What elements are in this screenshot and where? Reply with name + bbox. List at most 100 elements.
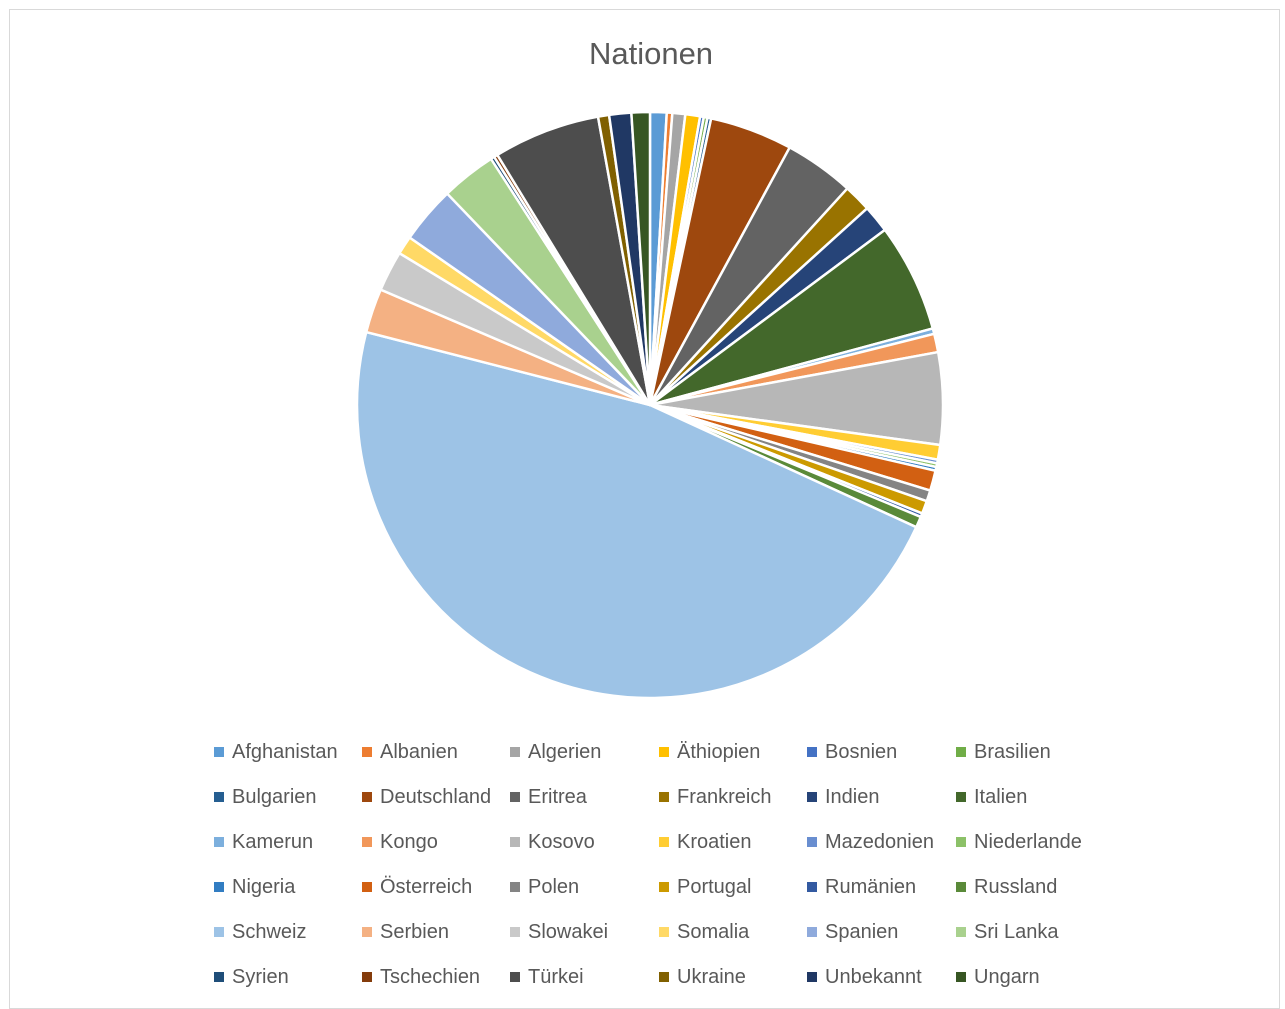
legend-label: Schweiz [232,920,307,943]
legend-swatch [659,882,669,892]
legend-item: Brasilien [956,732,1051,772]
legend-item: Afghanistan [214,732,338,772]
legend-label: Spanien [825,920,899,943]
legend-row: Syrien Tschechien Türkei Ukraine Unbekannt Un… [214,957,1114,1002]
legend-swatch [956,972,966,982]
legend-label: Türkei [528,965,584,988]
legend-item: Indien [807,777,880,817]
legend-label: Frankreich [677,785,772,808]
legend-swatch [956,792,966,802]
legend-swatch [659,747,669,757]
legend-swatch [510,792,520,802]
legend-label: Niederlande [974,830,1082,853]
legend-item: Kongo [362,822,438,862]
pie-slice-schweiz [355,330,918,700]
legend-swatch [362,972,372,982]
legend-label: Afghanistan [232,740,338,763]
legend-swatch [510,972,520,982]
legend-item: Österreich [362,867,472,907]
legend-swatch [362,837,372,847]
legend-label: Äthiopien [677,740,761,763]
legend-item: Portugal [659,867,752,907]
legend-label: Russland [974,875,1058,898]
legend-item: Eritrea [510,777,587,817]
legend-item: Spanien [807,912,898,952]
legend-label: Serbien [380,920,449,943]
legend-swatch [510,837,520,847]
legend-label: Rumänien [825,875,917,898]
legend-swatch [214,747,224,757]
legend-label: Bosnien [825,740,898,763]
chart-title: Nationen [588,36,714,71]
legend-swatch [510,927,520,937]
legend-label: Brasilien [974,740,1051,763]
legend-swatch [362,882,372,892]
legend-swatch [214,882,224,892]
legend-item: Mazedonien [807,822,934,862]
legend-swatch [214,927,224,937]
legend-item: Algerien [510,732,601,772]
legend-row: Schweiz Serbien Slowakei Somalia Spanien Sri … [214,912,1114,957]
legend-swatch [807,747,817,757]
legend-item: Italien [956,777,1027,817]
legend-swatch [956,747,966,757]
legend-label: Slowakei [528,920,609,943]
legend-label: Eritrea [528,785,587,808]
legend-swatch [214,837,224,847]
legend-item: Serbien [362,912,449,952]
legend-item: Ukraine [659,957,746,997]
legend-item: Russland [956,867,1057,907]
legend-item: Tschechien [362,957,480,997]
legend-item: Unbekannt [807,957,922,997]
legend-item: Niederlande [956,822,1082,862]
legend-item: Polen [510,867,579,907]
legend-swatch [510,882,520,892]
legend-swatch [362,792,372,802]
legend-item: Syrien [214,957,289,997]
legend-item: Frankreich [659,777,771,817]
legend-label: Ungarn [974,965,1040,988]
legend-swatch [807,927,817,937]
legend-swatch [659,792,669,802]
legend-item: Nigeria [214,867,295,907]
legend-swatch [807,837,817,847]
legend-label: Deutschland [380,785,492,808]
legend-label: Somalia [677,920,750,943]
legend-label: Portugal [677,875,752,898]
legend-row: Afghanistan Albanien Algerien Äthiopien Bosn… [214,732,1114,777]
chart-legend: Afghanistan Albanien Algerien Äthiopien Bosn… [214,732,1114,1002]
legend-item: Äthiopien [659,732,760,772]
legend-item: Türkei [510,957,584,997]
legend-label: Italien [974,785,1028,808]
legend-item: Deutschland [362,777,491,817]
legend-swatch [956,837,966,847]
legend-swatch [659,837,669,847]
legend-item: Kroatien [659,822,752,862]
legend-label: Bulgarien [232,785,317,808]
legend-label: Unbekannt [825,965,922,988]
legend-swatch [659,972,669,982]
legend-label: Sri Lanka [974,920,1059,943]
legend-swatch [807,972,817,982]
legend-item: Kosovo [510,822,595,862]
legend-item: Kamerun [214,822,313,862]
legend-item: Schweiz [214,912,306,952]
legend-swatch [956,927,966,937]
legend-label: Polen [528,875,580,898]
legend-row: Bulgarien Deutschland Eritrea Frankreich Ind… [214,777,1114,822]
legend-label: Mazedonien [825,830,934,853]
legend-item: Bosnien [807,732,897,772]
legend-label: Österreich [380,875,473,898]
legend-item: Albanien [362,732,458,772]
legend-swatch [214,792,224,802]
pie-slice-ungarn [630,110,652,407]
legend-swatch [362,747,372,757]
legend-label: Kongo [380,830,438,853]
legend-label: Syrien [232,965,289,988]
legend-swatch [807,882,817,892]
legend-label: Tschechien [380,965,481,988]
legend-item: Ungarn [956,957,1040,997]
legend-label: Kroatien [677,830,752,853]
pie-chart [355,110,945,700]
legend-label: Albanien [380,740,458,763]
